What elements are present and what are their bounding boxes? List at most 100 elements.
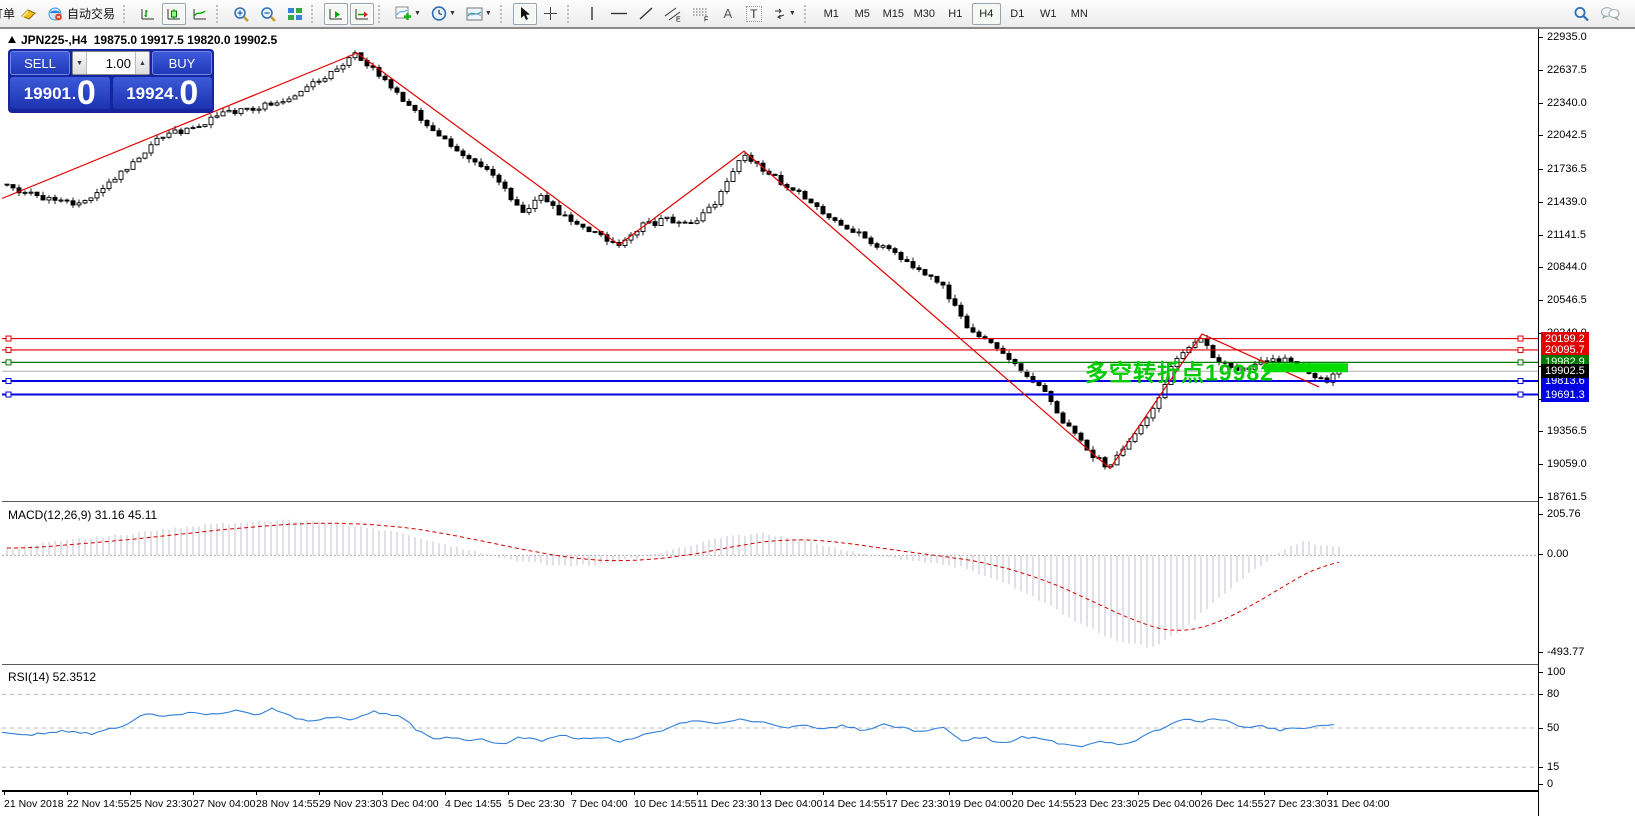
new-order-button[interactable]: [16, 3, 41, 25]
fibonacci-icon: F: [692, 6, 710, 22]
time-tick: [949, 792, 950, 795]
text-button[interactable]: A: [716, 3, 740, 25]
axis-tick: [1539, 102, 1543, 104]
timeframe-mn[interactable]: MN: [1070, 7, 1088, 20]
time-axis[interactable]: 21 Nov 2018 22 Nov 14:55 25 Nov 23:30 27 No…: [2, 791, 1538, 817]
chat-icon[interactable]: [1596, 3, 1624, 25]
timeframe-h1[interactable]: H1: [948, 7, 963, 20]
indicators-icon: [395, 6, 412, 21]
time-tick: [319, 792, 320, 795]
autotrading-button[interactable]: 自动交易: [43, 3, 119, 25]
line-handle: [5, 335, 12, 342]
rsi-chart[interactable]: [2, 666, 1538, 790]
macd-tick-label: 205.76: [1547, 507, 1581, 520]
timeframe-h4[interactable]: H4: [971, 2, 1001, 25]
time-tick: [1327, 792, 1328, 795]
price-tick-label: 20546.5: [1547, 294, 1587, 307]
candlestick-chart-button[interactable]: [162, 2, 187, 25]
rsi-pane[interactable]: RSI(14) 52.3512: [2, 666, 1538, 791]
buy-price-button[interactable]: 19924. 0: [112, 77, 212, 109]
time-tick: [4, 792, 5, 795]
volume-decrease-button[interactable]: ▼: [73, 52, 87, 74]
time-tick: [571, 792, 572, 795]
autotrading-label: 自动交易: [67, 7, 116, 21]
sell-button[interactable]: SELL: [10, 51, 70, 75]
toolbar-separator: [499, 4, 509, 23]
macd-pane[interactable]: MACD(12,26,9) 31.16 45.11: [2, 503, 1538, 665]
cursor-button[interactable]: [512, 2, 537, 25]
timeframe-w1[interactable]: W1: [1040, 7, 1057, 20]
price-axis[interactable]: 22935.0 22637.5 22340.0 22042.5 21736.5 21439…: [1539, 29, 1635, 816]
time-tick: [697, 792, 698, 795]
arrows-button[interactable]: ▼: [768, 3, 800, 25]
trendline-icon: [638, 6, 654, 21]
price-tick-label: 21141.5: [1547, 228, 1586, 241]
axis-tick: [1539, 694, 1543, 696]
text-label-button[interactable]: T: [742, 3, 766, 25]
highlight-zone: [1264, 363, 1348, 373]
time-axis-label: 31 Dec 04:00: [1327, 798, 1390, 810]
zoom-out-button[interactable]: [256, 3, 281, 25]
zoom-in-icon: [233, 6, 250, 22]
line-handle: [5, 391, 12, 398]
axis-tick: [1539, 169, 1543, 171]
horizontal-line-button[interactable]: [606, 3, 632, 25]
price-tick-label: 19059.0: [1547, 458, 1587, 471]
time-axis-label: 7 Dec 04:00: [571, 798, 628, 810]
main-toolbar: 订单 自动交易 ▼ ▼ ▼: [0, 0, 1635, 29]
buy-button[interactable]: BUY: [152, 51, 212, 75]
volume-increase-button[interactable]: ▲: [135, 52, 149, 74]
chart-shift-button[interactable]: [350, 2, 375, 25]
time-tick: [886, 792, 887, 795]
zoom-out-icon: [260, 6, 277, 22]
tile-windows-button[interactable]: [283, 3, 307, 25]
time-tick: [256, 792, 257, 795]
buy-price-dot: .: [174, 86, 179, 102]
price-line-label: 19902.5: [1541, 364, 1589, 379]
auto-scroll-button[interactable]: [324, 2, 349, 25]
timeframe-m15[interactable]: M15: [882, 7, 904, 20]
time-tick: [823, 792, 824, 795]
price-tick-label: 22935.0: [1547, 31, 1587, 43]
indicators-button[interactable]: ▼: [391, 3, 425, 25]
rsi-tick-label: 0: [1547, 778, 1554, 790]
line-chart-button[interactable]: [188, 3, 212, 25]
chart-window: JPN225-,H4 19875.0 19917.5 19820.0 19902…: [0, 29, 1635, 817]
time-axis-label: 4 Dec 14:55: [445, 798, 502, 810]
autotrading-icon: [47, 7, 63, 21]
time-axis-label: 13 Dec 04:00: [760, 798, 823, 810]
axis-tick: [1539, 513, 1543, 515]
periods-button[interactable]: ▼: [427, 3, 460, 25]
fibonacci-button[interactable]: F: [688, 3, 714, 25]
crosshair-button[interactable]: [539, 3, 563, 25]
volume-input[interactable]: [87, 52, 135, 74]
buy-price: 19924: [126, 84, 174, 103]
search-icon[interactable]: [1569, 3, 1594, 25]
macd-label: MACD(12,26,9) 31.16 45.11: [8, 508, 158, 522]
zoom-in-button[interactable]: [229, 3, 254, 25]
time-axis-label: 29 Nov 23:30: [319, 798, 382, 810]
macd-chart[interactable]: [2, 504, 1538, 664]
main-price-pane[interactable]: JPN225-,H4 19875.0 19917.5 19820.0 19902…: [2, 29, 1538, 502]
axis-tick: [1539, 37, 1543, 38]
timeframe-m5[interactable]: M5: [854, 7, 870, 20]
rsi-tick-label: 15: [1547, 761, 1560, 774]
trendline-button[interactable]: [634, 3, 658, 25]
sell-price-button[interactable]: 19901. 0: [10, 77, 110, 109]
channel-sub: E: [676, 16, 681, 22]
plot-area[interactable]: JPN225-,H4 19875.0 19917.5 19820.0 19902…: [2, 29, 1539, 816]
candlestick-chart[interactable]: 多空转折点19982: [2, 29, 1538, 501]
line-handle: [1517, 335, 1524, 342]
sell-price-pips: 0: [76, 77, 96, 109]
equidistant-channel-button[interactable]: E: [660, 3, 686, 25]
vertical-line-button[interactable]: [580, 3, 604, 25]
timeframe-m30[interactable]: M30: [913, 7, 935, 20]
channel-icon: E: [664, 6, 682, 22]
annotation-text: 多空转折点19982: [1085, 359, 1274, 385]
timeframe-d1[interactable]: D1: [1010, 7, 1025, 20]
templates-button[interactable]: ▼: [462, 3, 496, 25]
axis-tick: [1539, 431, 1543, 433]
orders-label[interactable]: 订单: [0, 7, 16, 21]
bar-chart-button[interactable]: [136, 3, 160, 25]
timeframe-m1[interactable]: M1: [823, 7, 839, 20]
